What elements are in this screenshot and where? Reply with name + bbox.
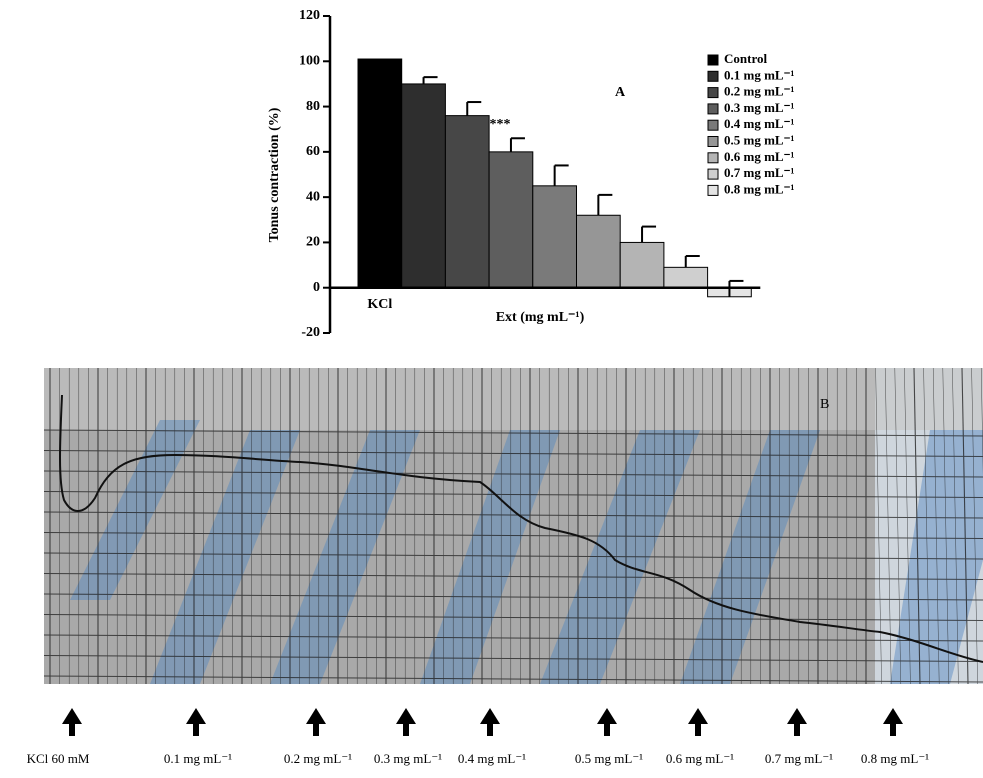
arrow-label: 0.3 mg mL⁻¹: [374, 751, 442, 766]
panel-label: B: [820, 397, 829, 412]
legend-label: 0.4 mg mL⁻¹: [724, 116, 794, 131]
legend-swatch: [708, 88, 718, 98]
legend-swatch: [708, 137, 718, 147]
figure: A Tonus contraction (%) Ext (mg mL⁻¹) **…: [0, 0, 983, 778]
error-bar: [642, 227, 656, 243]
bar: [577, 215, 621, 287]
arrow-label: 0.5 mg mL⁻¹: [575, 751, 643, 766]
y-tick-label: 60: [306, 144, 320, 159]
arrow-label: 0.4 mg mL⁻¹: [458, 751, 526, 766]
legend-swatch: [708, 104, 718, 114]
legend-label: 0.6 mg mL⁻¹: [724, 149, 794, 164]
y-tick-label: 80: [306, 99, 320, 114]
panel-label: A: [615, 85, 626, 100]
annotation: ***: [490, 117, 511, 132]
arrow: [883, 708, 903, 736]
error-bar: [598, 195, 612, 215]
arrow-row: KCl 60 mM 0.1 mg mL⁻¹ 0.2 mg mL⁻¹ 0.3 mg mL…: [27, 708, 930, 766]
legend-label: 0.1 mg mL⁻¹: [724, 67, 794, 82]
arrow-label: 0.7 mg mL⁻¹: [765, 751, 833, 766]
legend-label: 0.8 mg mL⁻¹: [724, 181, 794, 196]
arrow-label: 0.8 mg mL⁻¹: [861, 751, 929, 766]
y-tick-label: 40: [306, 189, 320, 204]
bar: [445, 116, 489, 288]
y-tick-label: -20: [301, 325, 320, 340]
bar: [533, 186, 577, 288]
legend-label: Control: [724, 51, 767, 66]
legend-swatch: [708, 71, 718, 81]
error-bar: [424, 77, 438, 84]
legend-swatch: [708, 169, 718, 179]
legend-swatch: [708, 120, 718, 130]
legend-label: 0.3 mg mL⁻¹: [724, 100, 794, 115]
y-tick-label: 20: [306, 235, 320, 250]
arrow: [688, 708, 708, 736]
arrow: [186, 708, 206, 736]
legend-swatch: [708, 185, 718, 195]
error-bar: [555, 165, 569, 185]
error-bar: [511, 138, 525, 152]
error-bar: [686, 256, 700, 267]
arrow: [62, 708, 82, 736]
legend-label: 0.2 mg mL⁻¹: [724, 84, 794, 99]
arrow: [597, 708, 617, 736]
arrow: [396, 708, 416, 736]
bar-chart: A Tonus contraction (%) Ext (mg mL⁻¹) **…: [267, 8, 794, 340]
arrow: [480, 708, 500, 736]
x-tick-label: KCl: [367, 297, 392, 312]
recording-trace: B: [44, 368, 983, 684]
arrow: [306, 708, 326, 736]
arrow-label: KCl 60 mM: [27, 751, 90, 766]
y-axis-label: Tonus contraction (%): [267, 107, 282, 242]
legend-swatch: [708, 55, 718, 65]
bar: [358, 59, 402, 288]
bar: [664, 267, 708, 287]
arrow-label: 0.6 mg mL⁻¹: [666, 751, 734, 766]
arrow: [787, 708, 807, 736]
error-bar: [467, 102, 481, 116]
y-tick-label: 100: [299, 54, 320, 69]
legend-label: 0.5 mg mL⁻¹: [724, 132, 794, 147]
bar: [489, 152, 533, 288]
legend-swatch: [708, 153, 718, 163]
legend-label: 0.7 mg mL⁻¹: [724, 165, 794, 180]
x-axis-label: Ext (mg mL⁻¹): [496, 310, 585, 325]
y-tick-label: 0: [313, 280, 320, 295]
arrow-label: 0.2 mg mL⁻¹: [284, 751, 352, 766]
bar: [402, 84, 446, 288]
y-tick-label: 120: [299, 8, 320, 23]
bar: [620, 242, 664, 287]
arrow-label: 0.1 mg mL⁻¹: [164, 751, 232, 766]
